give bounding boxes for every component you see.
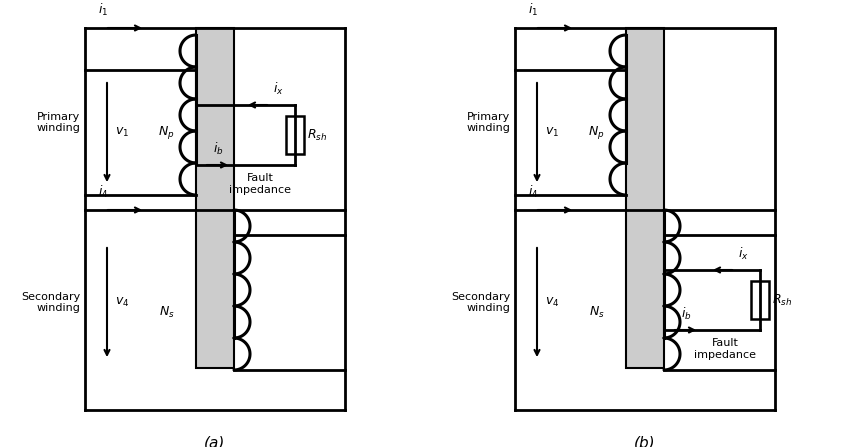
Text: $N_s$: $N_s$ xyxy=(589,305,605,320)
Text: $i_x$: $i_x$ xyxy=(273,81,284,97)
Text: $i_4$: $i_4$ xyxy=(98,184,108,200)
Text: $i_1$: $i_1$ xyxy=(528,2,538,18)
Text: (a): (a) xyxy=(204,435,226,447)
Text: Fault
impedance: Fault impedance xyxy=(229,173,291,194)
Text: $R_{sh}$: $R_{sh}$ xyxy=(307,127,327,143)
Text: $R_{sh}$: $R_{sh}$ xyxy=(772,292,792,308)
Text: Secondary
winding: Secondary winding xyxy=(451,292,510,313)
Text: $N_p$: $N_p$ xyxy=(588,124,605,141)
Text: $i_b$: $i_b$ xyxy=(681,306,691,322)
Text: $v_4$: $v_4$ xyxy=(545,296,560,309)
Text: $v_1$: $v_1$ xyxy=(545,126,559,139)
Text: $i_b$: $i_b$ xyxy=(213,141,223,157)
Text: $N_p$: $N_p$ xyxy=(158,124,175,141)
Text: (b): (b) xyxy=(635,435,656,447)
Text: $N_s$: $N_s$ xyxy=(159,305,175,320)
Text: $i_4$: $i_4$ xyxy=(528,184,538,200)
Text: Primary
winding: Primary winding xyxy=(36,112,80,133)
Text: $i_x$: $i_x$ xyxy=(738,246,749,262)
Bar xyxy=(196,28,234,368)
Text: Primary
winding: Primary winding xyxy=(466,112,510,133)
Bar xyxy=(751,281,769,319)
Text: $v_1$: $v_1$ xyxy=(115,126,129,139)
Bar xyxy=(626,28,664,368)
Bar xyxy=(286,116,304,154)
Text: $v_4$: $v_4$ xyxy=(115,296,129,309)
Text: Fault
impedance: Fault impedance xyxy=(694,338,756,359)
Text: Secondary
winding: Secondary winding xyxy=(21,292,80,313)
Text: $i_1$: $i_1$ xyxy=(98,2,108,18)
